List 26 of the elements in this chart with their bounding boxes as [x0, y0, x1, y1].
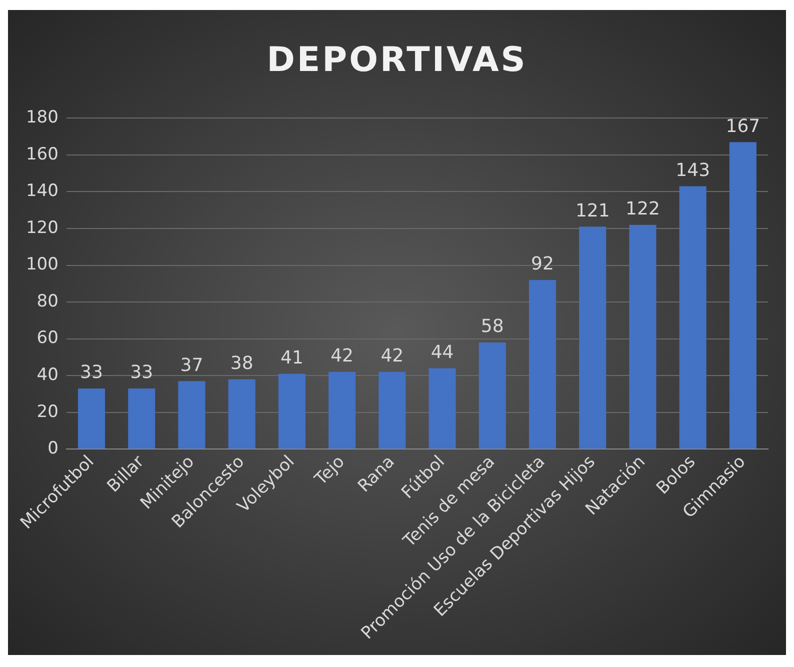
chart-title: DEPORTIVAS	[266, 40, 528, 80]
y-tick-label: 20	[36, 402, 58, 422]
y-tick-label: 0	[48, 438, 58, 459]
data-label: 42	[380, 346, 404, 367]
y-tick-label: 80	[36, 291, 58, 312]
data-label: 33	[130, 362, 154, 384]
data-label: 37	[180, 354, 204, 376]
data-label: 143	[676, 160, 710, 181]
data-label: 38	[230, 352, 254, 374]
x-tick-label: Tejo	[310, 452, 349, 490]
data-label: 92	[531, 254, 554, 275]
y-tick-label: 180	[26, 108, 58, 128]
y-tick-label: 40	[36, 365, 58, 386]
data-label: 41	[280, 347, 304, 368]
data-label: 121	[575, 200, 610, 222]
data-label: 58	[480, 316, 504, 338]
y-tick-label: 140	[26, 181, 58, 202]
y-tick-label: 60	[36, 328, 58, 348]
data-label: 122	[626, 198, 660, 220]
data-label: 42	[330, 346, 354, 367]
y-tick-label: 120	[26, 218, 58, 238]
y-tick-label: 160	[26, 144, 58, 164]
data-label: 33	[80, 362, 103, 384]
data-label: 44	[430, 342, 454, 363]
data-label: 167	[726, 116, 760, 137]
y-tick-label: 100	[26, 254, 58, 275]
